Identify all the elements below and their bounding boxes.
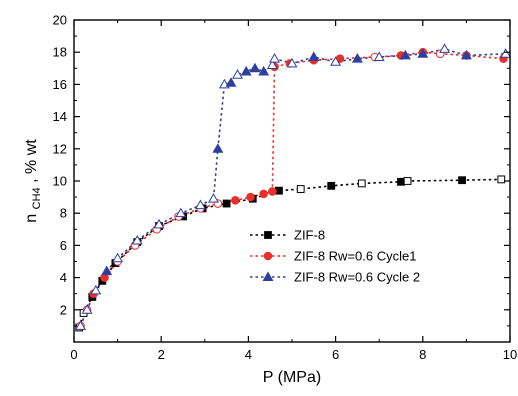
data-point-cycle2 xyxy=(460,49,472,60)
x-tick-label: 6 xyxy=(332,347,339,362)
data-point-zif8 xyxy=(327,181,336,190)
axis-tick-labels: 0 2 4 6 8 10 2 4 6 8 10 12 14 16 18 20 xyxy=(53,13,518,363)
data-point-cycle1 xyxy=(259,189,268,199)
data-point-cycle2 xyxy=(500,48,512,58)
y-tick-label: 8 xyxy=(60,206,67,221)
y-tick-label: 14 xyxy=(53,109,67,124)
y-axis-title-tail: , % wt xyxy=(23,139,40,183)
data-point-cycle2 xyxy=(131,234,143,245)
data-point-zif8 xyxy=(222,199,231,208)
legend-marker-shape xyxy=(263,251,273,261)
series-line-cycle2 xyxy=(79,48,506,327)
y-tick-label: 16 xyxy=(53,77,67,92)
legend-marker-shape xyxy=(262,271,274,281)
data-point-cycle2 xyxy=(112,252,124,263)
data-point-zif8 xyxy=(497,175,506,184)
x-tick-label: 10 xyxy=(503,347,517,362)
data-point-cycle1 xyxy=(246,192,255,202)
axis-ticks xyxy=(73,19,511,342)
data-point-cycle2 xyxy=(351,53,363,63)
data-point-cycle2 xyxy=(373,51,385,61)
legend-marker-zif8 xyxy=(264,231,272,239)
data-point-cycle2 xyxy=(194,199,206,210)
data-point-cycle2 xyxy=(269,53,281,63)
legend-label-zif8: ZIF-8 xyxy=(294,228,325,243)
y-tick-label: 4 xyxy=(60,270,67,285)
data-point-cycle2 xyxy=(101,265,113,276)
x-tick-label: 2 xyxy=(158,347,165,362)
data-point-cycle2 xyxy=(308,51,320,61)
y-axis-title-subscript: CH4 xyxy=(31,187,43,209)
plot-frame xyxy=(73,19,511,343)
data-point-cycle1 xyxy=(231,196,240,205)
data-point-cycle2 xyxy=(399,49,411,60)
data-point-cycle1 xyxy=(268,187,277,196)
y-tick-label: 18 xyxy=(53,45,67,60)
legend: ZIF-8 ZIF-8 Rw=0.6 Cycle1 ZIF-8 Rw=0.6 C… xyxy=(250,228,420,285)
data-point-cycle2 xyxy=(266,59,278,70)
y-tick-label: 10 xyxy=(53,174,67,189)
y-axis-title: n CH4 , % wt xyxy=(23,139,44,223)
data-point-cycle2 xyxy=(249,62,261,73)
y-tick-label: 12 xyxy=(53,141,67,156)
data-point-cycle2 xyxy=(417,48,429,58)
y-tick-label: 6 xyxy=(60,238,67,253)
data-point-cycle2 xyxy=(439,43,451,53)
y-tick-label: 20 xyxy=(53,13,67,28)
data-point-cycle2 xyxy=(212,143,224,153)
series-lines xyxy=(78,48,506,328)
series-markers xyxy=(75,43,512,332)
data-point-zif8 xyxy=(296,185,305,193)
legend-marker-shape xyxy=(264,231,272,239)
data-point-cycle2 xyxy=(81,304,93,314)
data-point-zif8 xyxy=(403,177,412,185)
x-axis-title: P (MPa) xyxy=(263,369,321,386)
data-point-cycle2 xyxy=(330,56,342,66)
data-point-cycle2 xyxy=(208,193,219,203)
data-point-cycle2 xyxy=(153,218,165,229)
y-axis-title-main: n xyxy=(23,214,40,223)
data-point-cycle2 xyxy=(175,207,187,218)
data-point-cycle2 xyxy=(232,69,243,79)
legend-marker-cycle1 xyxy=(263,251,273,261)
data-point-cycle2 xyxy=(258,65,270,76)
x-tick-label: 4 xyxy=(245,347,252,362)
data-point-cycle2 xyxy=(90,284,102,295)
legend-label-cycle2: ZIF-8 Rw=0.6 Cycle 2 xyxy=(294,270,420,285)
data-point-cycle2 xyxy=(225,77,237,87)
data-point-zif8 xyxy=(397,177,405,186)
y-tick-label: 2 xyxy=(60,302,67,317)
series-line-cycle1 xyxy=(79,51,504,327)
legend-label-cycle1: ZIF-8 Rw=0.6 Cycle1 xyxy=(294,249,416,264)
data-point-zif8 xyxy=(357,179,366,188)
data-point-zif8 xyxy=(458,176,466,185)
data-point-cycle2 xyxy=(240,65,252,76)
legend-marker-cycle2 xyxy=(262,271,274,281)
series-line-zif8 xyxy=(78,178,502,328)
x-tick-label: 8 xyxy=(419,347,426,362)
data-point-cycle2 xyxy=(286,57,298,68)
data-point-cycle2 xyxy=(75,320,87,330)
x-tick-label: 0 xyxy=(70,347,77,362)
